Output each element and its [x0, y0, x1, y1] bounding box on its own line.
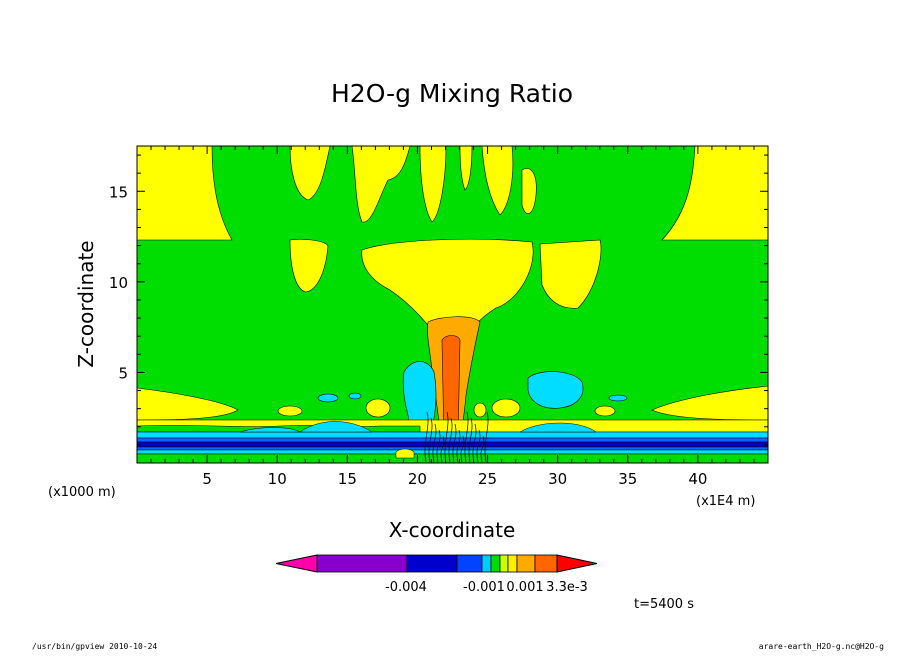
colorbar-segment: [481, 554, 492, 573]
footer-left: /usr/bin/gpview 2010-10-24: [32, 642, 158, 651]
contour-yellow-small-4: [594, 405, 616, 417]
x-tick-label: 25: [478, 470, 497, 488]
colorbar: [275, 554, 598, 573]
contour-yellow-small-2: [365, 398, 391, 418]
x-axis-ticks: [150, 146, 755, 463]
contour-streak-2: [351, 146, 411, 223]
contour-yellow-anvil: [361, 238, 534, 351]
storm-contour-line: [456, 429, 461, 463]
contour-yellow-small-3: [491, 398, 521, 418]
storm-contour-line: [440, 435, 445, 463]
x-tick-label: 10: [268, 470, 287, 488]
contour-yellow-upper-right: [661, 146, 768, 241]
storm-contour-line: [432, 423, 437, 463]
contour-cyan-small-2: [348, 392, 362, 400]
contour-yellow-low-left: [137, 387, 239, 421]
storm-contour-line: [476, 429, 481, 463]
x-tick-label: 20: [408, 470, 427, 488]
colorbar-segment: [456, 554, 483, 573]
x-tick-label: 30: [548, 470, 567, 488]
storm-contour-line: [468, 417, 473, 463]
colorbar-segment: [406, 554, 458, 573]
storm-contour-line: [444, 411, 449, 463]
time-label: t=5400 s: [634, 597, 694, 612]
x-tick-label: 35: [618, 470, 637, 488]
x-tick-label: 40: [688, 470, 707, 488]
contour-yellow-small-5: [473, 402, 487, 418]
colorbar-label: -0.004: [385, 580, 427, 595]
contour-band-blue: [137, 441, 768, 448]
colorbar-segment: [499, 554, 509, 573]
storm-contour-line: [464, 411, 469, 463]
x-axis-tick-labels: 5 10 15 20 25 30 35 40: [202, 470, 707, 488]
colorbar-tick-labels: -0.004 -0.001 0.001 3.3e-3: [385, 580, 588, 595]
storm-contour-line: [424, 411, 429, 463]
x-axis-label: X-coordinate: [389, 518, 516, 542]
colorbar-segment: [316, 554, 408, 573]
contour-cyan-right-blob: [527, 371, 584, 409]
contour-yellow-small-1: [277, 405, 303, 417]
colorbar-arrow-right: [556, 554, 598, 573]
contour-streak-4: [459, 146, 473, 191]
contour-cyan-small-1: [317, 393, 339, 403]
contour-band-light-blue-2: [137, 446, 768, 451]
storm-contour-line: [460, 435, 465, 463]
plot-frame: [136, 145, 769, 464]
x-units-label: (x1E4 m): [696, 494, 755, 509]
contour-yellow-base-blob: [395, 448, 415, 459]
contour-cyan-mid-lobe: [299, 421, 373, 433]
contour-band-cyan-2: [137, 449, 768, 455]
colorbar-segment: [507, 554, 518, 573]
contour-yellow-right-blob: [539, 239, 602, 309]
contour-yellow-upper-left: [137, 146, 233, 241]
storm-contour-line: [484, 411, 489, 463]
contour-band-light-blue: [137, 437, 768, 443]
storm-contour-line: [472, 423, 477, 463]
x-tick-label: 15: [338, 470, 357, 488]
colorbar-label: 3.3e-3: [546, 580, 588, 595]
contour-yellow-low-right: [651, 385, 768, 421]
y-axis-tick-labels: 5 10 15: [109, 183, 128, 382]
colorbar-segment: [534, 554, 558, 573]
contour-cyan-right-lobe: [519, 422, 597, 433]
storm-contour-line: [428, 417, 433, 463]
y-tick-label: 15: [109, 183, 128, 201]
colorbar-label: -0.001: [463, 580, 505, 595]
contour-cyan-small-3: [608, 394, 628, 402]
storm-contour-line: [452, 423, 457, 463]
y-tick-label: 10: [109, 274, 128, 292]
storm-contour-line: [436, 429, 441, 463]
colorbar-segment: [516, 554, 536, 573]
storm-contour-lines: [424, 411, 489, 463]
contour-streak-5: [481, 146, 514, 216]
contour-band-cyan: [137, 431, 768, 439]
contour-streak-3: [419, 146, 447, 223]
footer-right: arare-earth_H2O-g.nc@H2O-g: [758, 642, 884, 651]
y-axis-label: Z-coordinate: [74, 240, 98, 367]
chart-title: H2O-g Mixing Ratio: [331, 79, 573, 108]
colorbar-label: 0.001: [506, 580, 543, 595]
y-tick-label: 5: [118, 364, 128, 382]
storm-contour-line: [448, 417, 453, 463]
storm-contour-line: [480, 435, 485, 463]
y-units-label: (x1000 m): [48, 485, 116, 500]
colorbar-segment: [490, 554, 501, 573]
y-axis-ticks: [137, 154, 768, 446]
colorbar-arrow-left: [275, 554, 318, 573]
x-tick-label: 5: [202, 470, 212, 488]
contour-streak-6: [521, 168, 537, 215]
plot-area: [137, 146, 768, 463]
contour-streak-1: [289, 146, 331, 201]
contour-yellow-left-blob: [289, 238, 329, 293]
contour-band-green-bottom: [137, 453, 768, 463]
